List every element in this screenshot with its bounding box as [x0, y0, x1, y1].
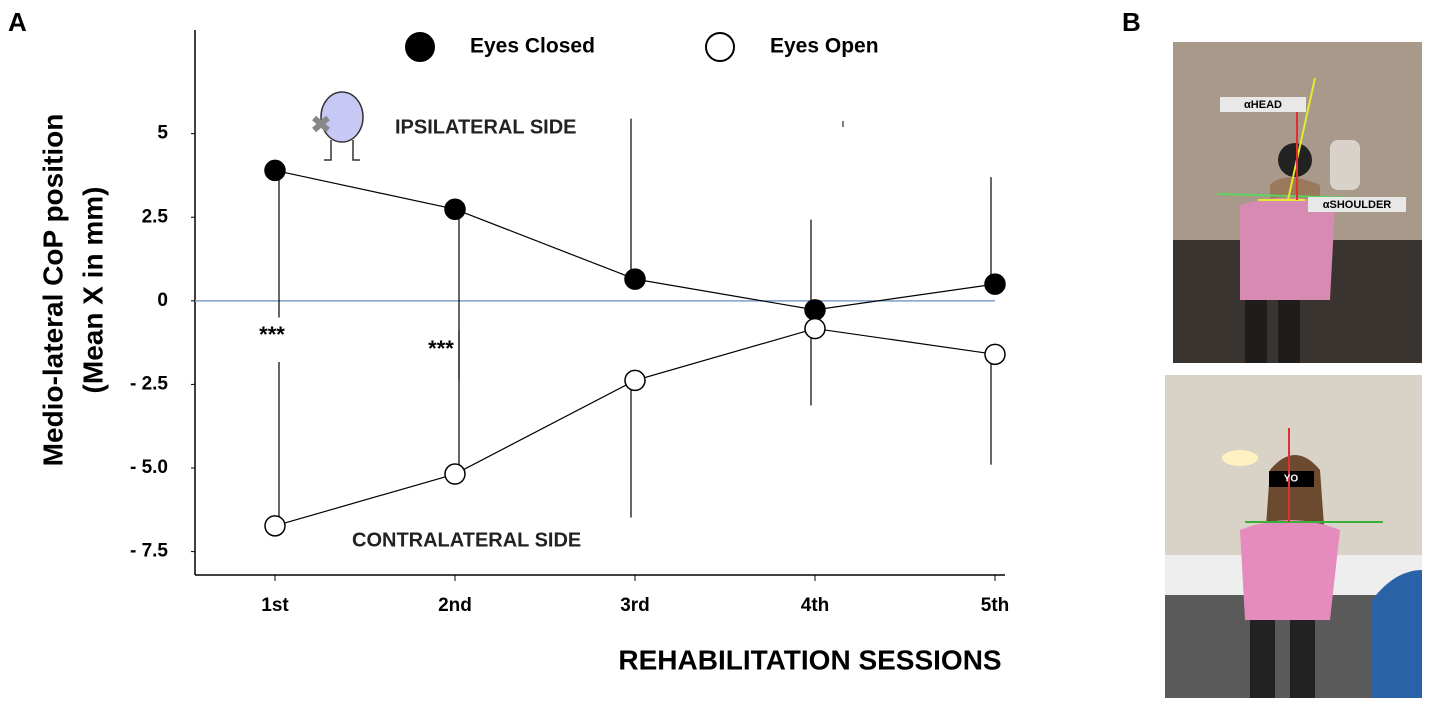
- photo-label: YO: [1284, 474, 1299, 485]
- annotation: IPSILATERAL SIDE: [395, 116, 577, 138]
- photo: [1165, 375, 1422, 698]
- x-tick-label: 1st: [261, 595, 289, 616]
- y-tick-label: 5: [157, 123, 168, 144]
- y-tick-label: - 2.5: [130, 373, 168, 394]
- y-tick-label: 2.5: [142, 206, 169, 227]
- data-point: [444, 463, 466, 485]
- data-point: [624, 369, 646, 392]
- data-point: [804, 317, 826, 340]
- series-line: [274, 327, 996, 527]
- panel-label: B: [1122, 7, 1141, 37]
- photo-label: αHEAD: [1244, 99, 1282, 111]
- data-point: [624, 268, 646, 290]
- legend-marker: [705, 32, 735, 62]
- y-tick-label: - 5.0: [130, 457, 168, 478]
- x-tick-label: 4th: [801, 595, 830, 616]
- data-point: [984, 273, 1006, 295]
- photo-label: αSHOULDER: [1323, 199, 1392, 211]
- y-axis-label: Medio-lateral CoP position: [37, 114, 68, 467]
- y-tick-label: 0: [157, 290, 168, 311]
- significance: ***: [428, 336, 454, 361]
- x-axis-label: REHABILITATION SESSIONS: [618, 644, 1001, 675]
- data-point: [804, 299, 826, 321]
- legend-label: Eyes Closed: [470, 35, 595, 58]
- icon: [312, 91, 364, 161]
- data-point: [264, 515, 286, 537]
- significance: ***: [259, 322, 285, 347]
- x-tick-label: 5th: [981, 595, 1010, 616]
- data-point: [984, 343, 1006, 366]
- photo: [1173, 42, 1422, 363]
- data-point: [444, 198, 466, 220]
- y-axis-label: (Mean X in mm): [77, 187, 108, 394]
- y-tick-label: - 7.5: [130, 541, 168, 562]
- panel-label: A: [8, 7, 27, 37]
- data-point: [264, 159, 286, 182]
- x-tick-label: 2nd: [438, 595, 472, 616]
- legend-marker: [405, 32, 435, 62]
- annotation: CONTRALATERAL SIDE: [352, 529, 581, 551]
- legend-label: Eyes Open: [770, 35, 879, 58]
- x-tick-label: 3rd: [620, 595, 650, 616]
